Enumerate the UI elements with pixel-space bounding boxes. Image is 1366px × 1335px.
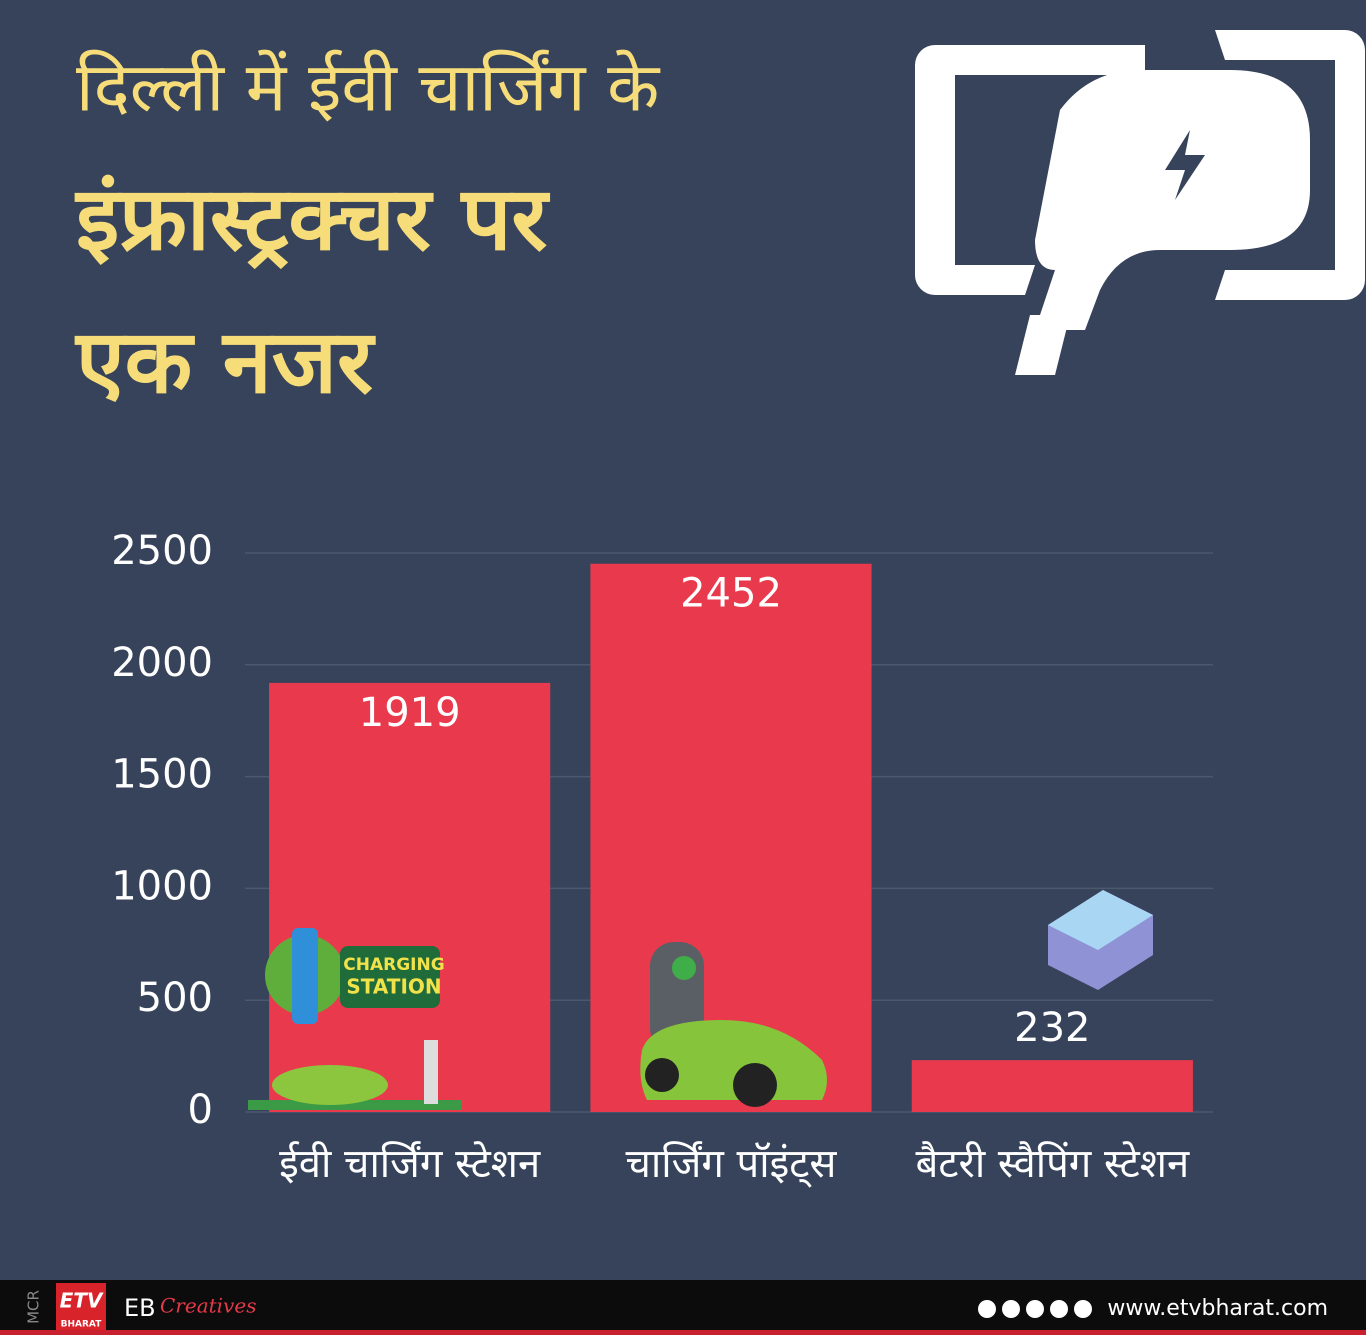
illustration (645, 1058, 679, 1092)
title-line: इंफ्रास्ट्रक्चर पर (74, 167, 550, 270)
footer-strip (0, 1330, 1366, 1335)
title-line: एक नजर (74, 310, 376, 413)
illustration (640, 1020, 827, 1100)
illustration (248, 1100, 462, 1110)
brand: EB (124, 1294, 156, 1322)
footer-band (0, 1280, 1366, 1335)
illustration (340, 946, 440, 1008)
social-icons (978, 1300, 1092, 1318)
y-tick-label: 1000 (111, 863, 213, 909)
x-tick-label: ईवी चार्जिंग स्टेशन (279, 1141, 541, 1187)
illustration (733, 1063, 777, 1107)
x-tick-label: चार्जिंग पॉइंट्स (626, 1141, 838, 1188)
illustration (424, 1040, 438, 1104)
logo: ETV (60, 1289, 104, 1313)
illustration (292, 928, 318, 1024)
illustration (272, 1065, 388, 1105)
y-tick-label: 2000 (111, 640, 213, 686)
y-tick-label: 2500 (111, 528, 213, 574)
x-tick-label: बैटरी स्वैपिंग स्टेशन (915, 1141, 1189, 1187)
illustration (1048, 890, 1153, 950)
y-tick-label: 0 (188, 1087, 213, 1133)
illustration-text: STATION (346, 975, 441, 999)
logo-box (56, 1283, 106, 1330)
value-label: 232 (1014, 1005, 1090, 1051)
bar (911, 1060, 1193, 1112)
logo-sub: BHARAT (61, 1320, 103, 1330)
plot-area: 0 500 1000 1500 2000 2500 1919 ईवी चार्जिंग स्ट… (111, 528, 1213, 1188)
title-line: दिल्ली में ईवी चार्जिंग के (76, 49, 661, 128)
illustration (672, 956, 696, 980)
footer-side-text: MCR (25, 1290, 43, 1324)
illustration-text: CHARGING (343, 955, 444, 975)
bar (269, 682, 551, 1112)
y-tick-label: 500 (137, 975, 213, 1021)
brand-script: Creatives (160, 1294, 256, 1318)
website: www.etvbharat.com (1107, 1296, 1328, 1321)
value-label: 1919 (359, 690, 461, 736)
y-tick-label: 1500 (111, 752, 213, 798)
value-label: 2452 (680, 571, 782, 617)
plug-icon (915, 30, 1365, 375)
